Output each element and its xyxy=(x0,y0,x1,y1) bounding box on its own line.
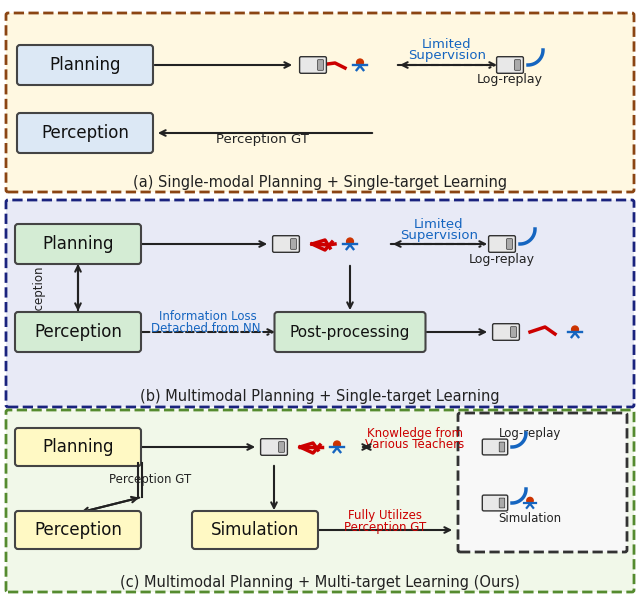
Text: Simulation: Simulation xyxy=(499,512,561,525)
Text: Detached from NN.: Detached from NN. xyxy=(152,321,264,334)
Text: (b) Multimodal Planning + Single-target Learning: (b) Multimodal Planning + Single-target … xyxy=(140,390,500,404)
FancyBboxPatch shape xyxy=(278,442,284,452)
Circle shape xyxy=(527,497,533,504)
FancyBboxPatch shape xyxy=(15,224,141,264)
Text: Supervision: Supervision xyxy=(400,229,478,243)
Text: Log-replay: Log-replay xyxy=(469,254,535,267)
FancyBboxPatch shape xyxy=(6,13,634,192)
Text: Planning: Planning xyxy=(42,235,114,253)
Text: Perception GT: Perception GT xyxy=(344,522,426,534)
FancyBboxPatch shape xyxy=(317,60,323,70)
FancyBboxPatch shape xyxy=(507,239,513,249)
FancyBboxPatch shape xyxy=(17,113,153,153)
FancyBboxPatch shape xyxy=(260,439,287,455)
Text: Knowledge from: Knowledge from xyxy=(367,426,463,439)
Text: Planning: Planning xyxy=(49,56,121,74)
Circle shape xyxy=(572,326,579,333)
FancyBboxPatch shape xyxy=(6,410,634,592)
FancyBboxPatch shape xyxy=(499,498,505,508)
Text: Limited: Limited xyxy=(422,38,472,51)
Text: Log-replay: Log-replay xyxy=(499,426,561,439)
FancyBboxPatch shape xyxy=(493,324,520,340)
FancyBboxPatch shape xyxy=(15,428,141,466)
Text: Log-replay: Log-replay xyxy=(477,73,543,87)
Circle shape xyxy=(333,441,340,448)
Text: Perception GT: Perception GT xyxy=(109,473,191,487)
FancyBboxPatch shape xyxy=(497,57,524,73)
Text: Supervision: Supervision xyxy=(408,49,486,62)
Text: Planning: Planning xyxy=(42,438,114,456)
FancyBboxPatch shape xyxy=(515,60,520,70)
FancyBboxPatch shape xyxy=(499,442,505,452)
Circle shape xyxy=(347,238,353,245)
FancyBboxPatch shape xyxy=(300,57,326,73)
Text: (a) Single-modal Planning + Single-target Learning: (a) Single-modal Planning + Single-targe… xyxy=(133,174,507,190)
Text: Information Loss: Information Loss xyxy=(159,310,257,323)
FancyBboxPatch shape xyxy=(511,327,516,337)
Text: (c) Multimodal Planning + Multi-target Learning (Ours): (c) Multimodal Planning + Multi-target L… xyxy=(120,575,520,589)
FancyBboxPatch shape xyxy=(6,200,634,407)
FancyBboxPatch shape xyxy=(17,45,153,85)
FancyBboxPatch shape xyxy=(483,495,508,511)
FancyBboxPatch shape xyxy=(483,439,508,455)
FancyBboxPatch shape xyxy=(458,413,627,552)
Text: Fully Utilizes: Fully Utilizes xyxy=(348,509,422,522)
Text: Perception GT: Perception GT xyxy=(33,247,47,329)
Text: Perception: Perception xyxy=(34,521,122,539)
FancyBboxPatch shape xyxy=(273,235,300,253)
Text: Post-processing: Post-processing xyxy=(290,325,410,340)
FancyBboxPatch shape xyxy=(275,312,426,352)
Circle shape xyxy=(356,59,364,66)
FancyBboxPatch shape xyxy=(192,511,318,549)
Text: Perception: Perception xyxy=(34,323,122,341)
Text: Various Teachers: Various Teachers xyxy=(365,437,465,451)
FancyBboxPatch shape xyxy=(291,239,296,249)
Text: Limited: Limited xyxy=(414,218,464,232)
FancyBboxPatch shape xyxy=(15,312,141,352)
FancyBboxPatch shape xyxy=(488,235,515,253)
FancyBboxPatch shape xyxy=(15,511,141,549)
Text: Perception: Perception xyxy=(41,124,129,142)
Text: Simulation: Simulation xyxy=(211,521,299,539)
Text: Perception GT: Perception GT xyxy=(216,134,308,146)
